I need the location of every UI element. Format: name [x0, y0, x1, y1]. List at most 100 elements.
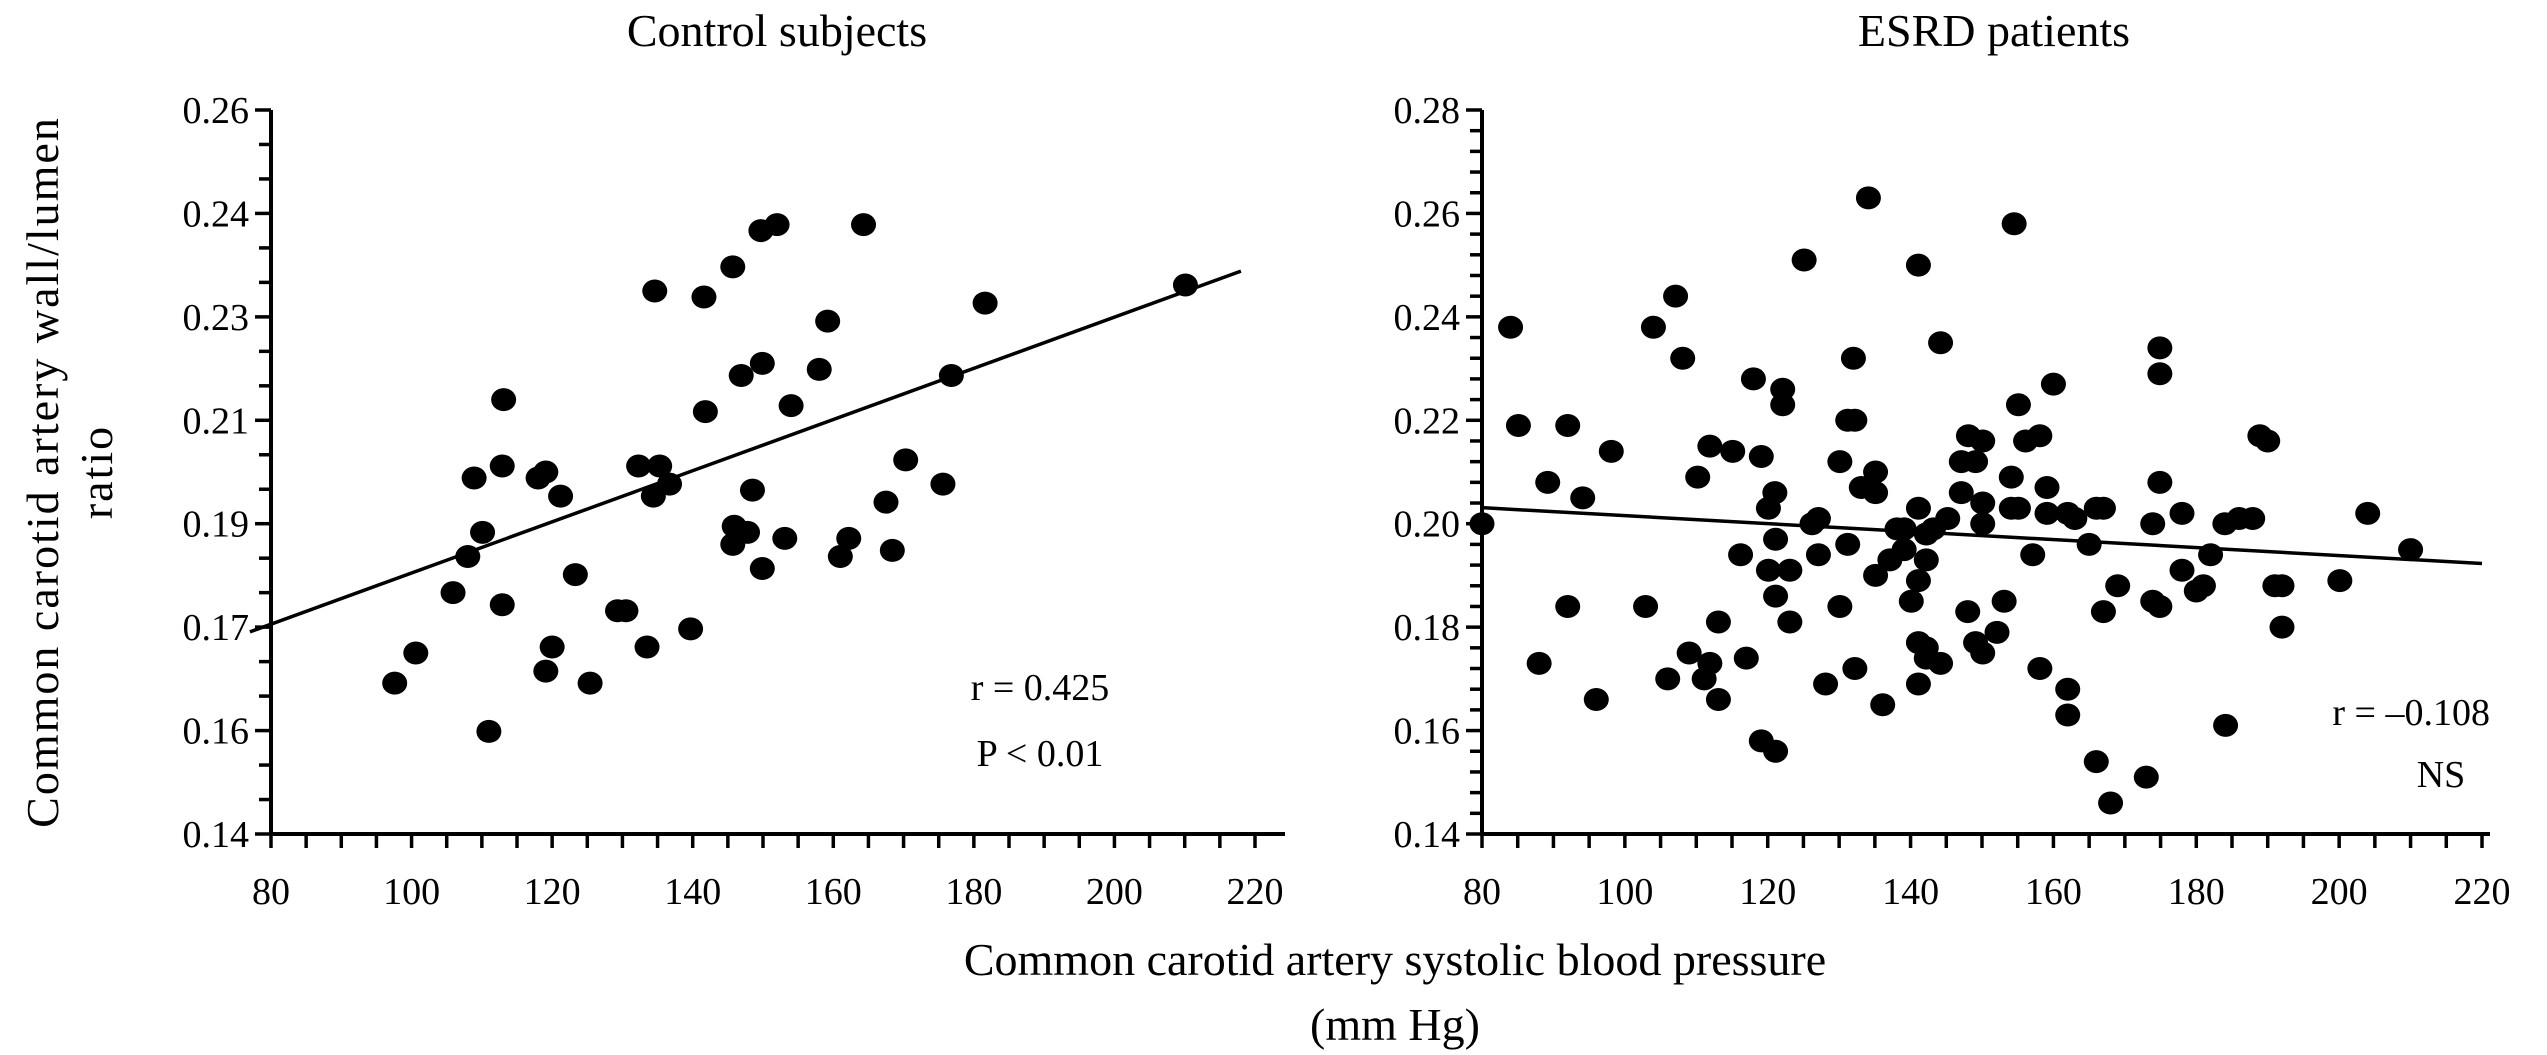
- data-point: [1655, 667, 1681, 691]
- data-point: [461, 466, 487, 490]
- data-point: [1842, 408, 1868, 432]
- data-point: [647, 454, 673, 478]
- y-tick-label: 0.16: [183, 711, 250, 753]
- data-point: [836, 526, 862, 550]
- data-point: [815, 309, 841, 333]
- x-axis-title-line1: Common carotid artery systolic blood pre…: [964, 934, 1826, 985]
- data-point: [1505, 413, 1531, 437]
- data-point: [2105, 574, 2131, 598]
- data-point: [1870, 693, 1896, 717]
- data-point: [1720, 439, 1746, 463]
- y-axis-title-line1: Common carotid artery wall/lumen: [17, 116, 68, 828]
- data-point: [1863, 481, 1889, 505]
- x-tick-label: 200: [2311, 871, 2368, 913]
- data-point: [2098, 791, 2124, 815]
- data-point: [613, 599, 639, 623]
- data-point: [1555, 594, 1581, 618]
- data-point: [2027, 657, 2053, 681]
- data-point: [2255, 429, 2281, 453]
- data-point: [1640, 315, 1666, 339]
- x-tick-label: 120: [524, 871, 581, 913]
- data-point: [2240, 507, 2266, 531]
- data-point: [1728, 543, 1754, 567]
- data-point: [1891, 517, 1917, 541]
- x-tick-label: 100: [383, 871, 440, 913]
- data-point: [749, 351, 775, 375]
- data-point: [1935, 507, 1961, 531]
- data-point: [2005, 496, 2031, 520]
- data-point: [1469, 512, 1495, 536]
- data-point: [1535, 470, 1561, 494]
- y-tick-label: 0.14: [1394, 814, 1461, 856]
- data-point: [403, 641, 429, 665]
- data-point: [2190, 574, 2216, 598]
- data-point: [1762, 481, 1788, 505]
- y-tick-label: 0.28: [1394, 90, 1461, 132]
- data-point: [678, 617, 704, 641]
- data-point: [1928, 331, 1954, 355]
- data-point: [972, 291, 998, 315]
- data-point: [735, 520, 761, 544]
- data-point: [1777, 558, 1803, 582]
- data-point: [1970, 641, 1996, 665]
- y-tick-label: 0.16: [1394, 711, 1461, 753]
- data-point: [1663, 284, 1689, 308]
- x-tick-label: 220: [2454, 871, 2511, 913]
- data-point: [1813, 672, 1839, 696]
- x-tick-label: 200: [1086, 871, 1143, 913]
- data-point: [2001, 212, 2027, 236]
- data-point: [2062, 507, 2088, 531]
- data-point: [1905, 496, 1931, 520]
- data-point: [1526, 651, 1552, 675]
- data-point: [539, 635, 565, 659]
- y-tick-label: 0.26: [1394, 193, 1461, 235]
- data-point: [893, 448, 919, 472]
- data-point: [1998, 465, 2024, 489]
- data-point: [1770, 393, 1796, 417]
- data-point: [1570, 486, 1596, 510]
- data-point: [1670, 346, 1696, 370]
- data-point: [533, 659, 559, 683]
- y-tick-label: 0.19: [183, 504, 250, 546]
- data-point: [2327, 569, 2353, 593]
- y-axis-title: Common carotid artery wall/lumen ratio: [17, 116, 122, 828]
- data-point: [1733, 646, 1759, 670]
- x-tick-label: 120: [1739, 871, 1796, 913]
- x-tick-label: 80: [1463, 871, 1501, 913]
- data-point: [1863, 460, 1889, 484]
- y-tick-label: 0.18: [1394, 607, 1461, 649]
- data-point: [476, 719, 502, 743]
- y-tick-label: 0.24: [1394, 297, 1461, 339]
- right-panel-title: ESRD patients: [1858, 5, 2130, 56]
- y-tick-label: 0.21: [183, 400, 250, 442]
- data-point: [1740, 367, 1766, 391]
- data-point: [1970, 512, 1996, 536]
- regression-line: [249, 269, 1242, 634]
- data-point: [2147, 470, 2173, 494]
- data-point: [879, 538, 905, 562]
- y-tick-label: 0.14: [183, 814, 250, 856]
- data-point: [2169, 501, 2195, 525]
- data-point: [548, 484, 574, 508]
- data-point: [1676, 641, 1702, 665]
- x-tick-label: 140: [1882, 871, 1939, 913]
- regression-line: [1481, 505, 2483, 566]
- data-point: [720, 255, 746, 279]
- data-point: [764, 213, 790, 237]
- data-point: [1891, 538, 1917, 562]
- data-point: [691, 285, 717, 309]
- data-point: [577, 671, 603, 695]
- data-point: [1835, 532, 1861, 556]
- data-point: [2169, 558, 2195, 582]
- left-panel-title: Control subjects: [627, 5, 927, 56]
- left-p-value: P < 0.01: [977, 733, 1104, 775]
- data-point: [1948, 481, 1974, 505]
- data-point: [2083, 750, 2109, 774]
- data-point: [1863, 563, 1889, 587]
- x-tick-label: 160: [2025, 871, 2082, 913]
- data-point: [2398, 538, 2424, 562]
- data-point: [1705, 688, 1731, 712]
- data-point: [1805, 507, 1831, 531]
- y-axis-title-line2: ratio: [71, 425, 122, 519]
- data-point: [440, 581, 466, 605]
